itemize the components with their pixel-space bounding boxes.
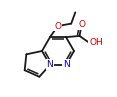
Text: OH: OH [89,38,103,47]
Text: O: O [54,22,61,30]
Text: N: N [47,60,53,69]
Text: N: N [63,60,69,69]
Text: O: O [78,20,85,29]
